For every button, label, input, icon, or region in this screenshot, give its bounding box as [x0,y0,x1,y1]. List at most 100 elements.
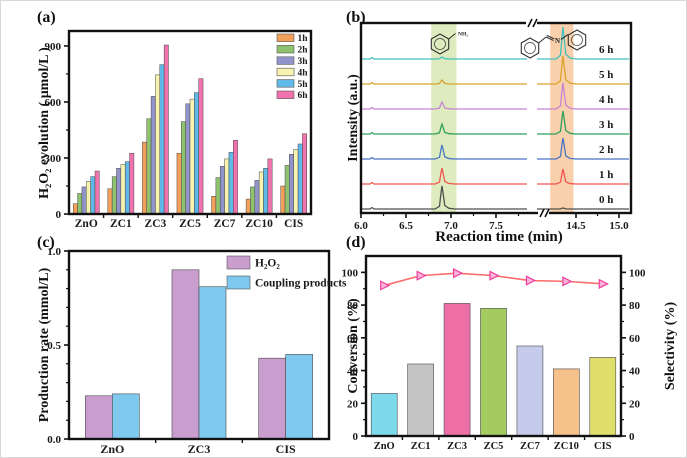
bar [176,153,182,215]
x-tick-label: 14.5 [566,220,586,232]
selectivity-marker [416,270,427,281]
bar [228,152,234,215]
bar [245,198,251,215]
bar [250,186,256,215]
selectivity-marker [562,276,573,287]
right-y-tick-label: 100 [629,267,646,279]
x-category-label: ZC1 [110,218,132,230]
bar [163,44,169,215]
panel-d-right-y-axis-title: Selectivity (%) [663,301,678,391]
bond [560,34,569,40]
right-y-tick-label: 20 [629,398,641,410]
y-tick-label: 600 [45,97,62,109]
legend-swatch [276,56,295,65]
selectivity-marker [525,275,537,286]
bar [233,139,238,215]
bar [72,203,78,215]
right-y-tick-label: 80 [629,300,641,312]
bar [112,393,140,440]
h2o2-evolution-bar-chart: 0 300 600 900 ZnO ZC1 ZC3 ZC5 ZC7 ZC10 CIS 1h 2h3h4h… [45,29,313,230]
imine-right-ring-icon [567,29,587,51]
bar [185,103,191,215]
panel-b-label: (b) [346,9,366,26]
x-category-label: ZC1 [411,441,431,452]
axis-break-gap [526,20,537,26]
plot-frame [364,254,623,438]
right-y-tick-label: 40 [629,366,641,378]
plot-frame [359,21,633,215]
selectivity-marker [380,280,391,291]
x-category-label: CIS [594,441,612,452]
bar [142,141,147,215]
bar [150,96,156,215]
double-bond [545,36,554,41]
conversion-bar [370,393,398,437]
bar [181,121,186,215]
legend-label: 4h [298,68,309,78]
selectivity-marker [452,268,464,279]
conversion-selectivity-chart: 0 0 20 20 40 40 60 60 80 80 100 100 ZnO ZC1 ZC3 ZC5 ZC7 Z… [342,254,646,452]
bar [90,176,96,215]
legend-swatch [226,255,251,270]
axis-break-mark [532,18,538,28]
x-category-label: ZC3 [447,441,467,452]
y-tick-label: 0.5 [47,340,61,352]
legend-label: H₂O₂ [255,258,280,270]
bar [267,158,273,215]
chromatogram-trace [361,26,629,60]
left-y-tick-label: 60 [347,333,359,345]
conversion-bar [407,363,434,437]
left-y-tick-label: 80 [347,300,359,312]
bar [146,118,152,215]
legend-swatch [276,90,295,99]
bar [280,185,286,215]
left-y-tick-label: 20 [347,398,359,410]
bond [538,36,547,44]
chromatogram-trace [361,55,629,85]
y-tick-label: 300 [45,153,62,165]
conversion-bar [443,303,471,437]
bar [85,395,113,440]
bar [129,153,135,215]
axis-break-gap [538,210,549,216]
legend-swatch [276,79,295,88]
legend-swatch [276,67,295,77]
bar [293,149,299,215]
panel-c-label: (c) [37,234,55,251]
left-y-tick-label: 100 [342,267,359,279]
imine-left-ring-icon-aromatic-circle [524,42,536,54]
legend-label: 3h [298,57,309,67]
trace-time-label: 1 h [599,169,613,181]
y-tick-label: 1.0 [47,246,61,258]
trace-time-label: 5 h [599,69,613,81]
conversion-bar [589,357,617,437]
selectivity-marker [489,270,500,281]
x-category-label: ZnO [75,218,98,230]
legend-label: 5h [298,80,309,90]
x-category-label: ZC10 [245,218,273,230]
x-category-label: ZC10 [554,441,579,452]
panel-a-label: (a) [37,9,56,26]
chromatogram-trace [361,137,629,160]
bar [107,188,113,215]
bar [159,64,165,215]
double-bond [546,34,555,40]
x-category-label: ZC5 [179,218,201,230]
bar [111,176,117,215]
benzylamine-ring-icon-aromatic-circle [434,38,446,50]
left-y-tick-label: 40 [347,366,359,378]
x-tick-label: 15.0 [609,220,629,232]
x-category-label: ZC3 [188,442,211,456]
bar [189,98,195,215]
right-y-tick-label: 0 [629,431,635,443]
left-y-tick-label: 0 [353,431,359,443]
gc-chromatogram-plot: 0 h 1 h 2 h 3 h 4 h 5 h 6 h 6.0 6.5 7.0 7.5 14.5 15.… [354,18,633,232]
trace-time-label: 2 h [599,144,613,156]
selectivity-marker [598,278,609,289]
legend-label: Coupling products [255,278,347,290]
x-tick-label: 6.5 [399,220,413,232]
axis-break-mark [527,18,533,28]
conversion-bar [516,345,544,437]
legend-label: 6h [298,91,309,101]
